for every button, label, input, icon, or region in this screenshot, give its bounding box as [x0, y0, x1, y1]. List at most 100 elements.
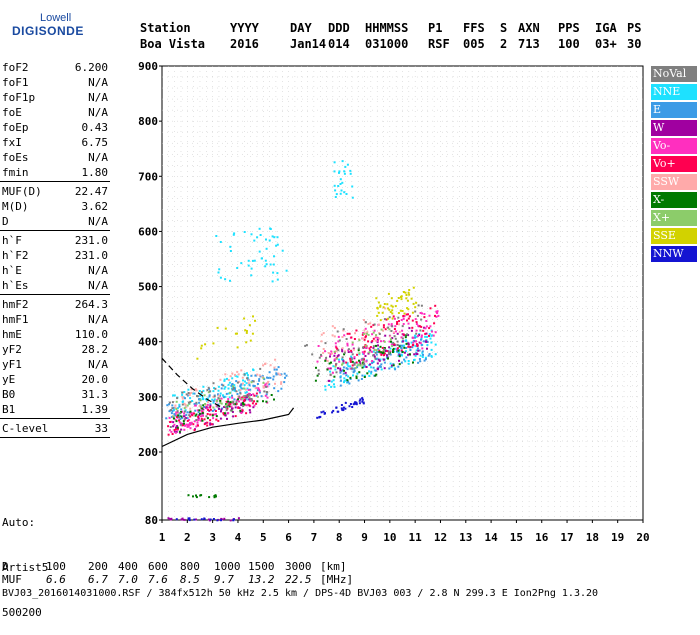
- data-point: [166, 404, 169, 407]
- data-point: [205, 398, 207, 401]
- data-point: [251, 399, 254, 402]
- data-point: [394, 337, 397, 340]
- data-point: [414, 334, 416, 337]
- data-point: [355, 403, 358, 406]
- data-point: [170, 420, 173, 423]
- data-point: [411, 346, 414, 349]
- param-name: hmF2: [2, 298, 29, 311]
- data-point: [229, 245, 232, 248]
- data-point: [168, 410, 171, 413]
- data-point: [353, 367, 356, 370]
- data-point: [380, 351, 383, 354]
- data-point: [389, 335, 392, 338]
- data-point: [273, 255, 275, 258]
- data-point: [402, 317, 405, 320]
- data-point: [357, 349, 360, 352]
- data-point: [343, 172, 346, 175]
- data-point: [342, 328, 345, 331]
- data-point: [168, 429, 171, 432]
- data-point: [419, 312, 422, 314]
- data-point: [428, 353, 431, 356]
- data-point: [340, 404, 343, 406]
- data-point: [320, 340, 323, 343]
- data-point: [248, 384, 251, 387]
- data-point: [356, 372, 359, 375]
- data-point: [344, 407, 347, 410]
- data-point: [407, 317, 410, 320]
- data-point: [389, 350, 392, 353]
- data-point: [196, 395, 199, 398]
- data-point: [165, 417, 168, 420]
- data-point: [370, 350, 373, 353]
- legend-item-e: E: [651, 102, 697, 118]
- data-point: [265, 391, 268, 393]
- data-point: [332, 379, 335, 382]
- data-point: [344, 350, 346, 353]
- data-point: [368, 351, 371, 354]
- data-point: [284, 376, 286, 379]
- data-point: [377, 347, 380, 350]
- legend-item-x-: X-: [651, 192, 697, 208]
- param-name: hmE: [2, 328, 22, 341]
- data-point: [193, 392, 196, 395]
- param-name: foF1: [2, 76, 29, 89]
- data-point: [248, 404, 251, 407]
- data-point: [214, 410, 217, 412]
- param-value: 231.0: [74, 249, 108, 262]
- bottom-cell: 3000: [285, 560, 312, 573]
- data-point: [265, 385, 268, 388]
- data-point: [183, 407, 186, 410]
- x-tick-label: 11: [409, 531, 423, 544]
- data-point: [383, 358, 385, 361]
- data-point: [314, 379, 317, 382]
- data-point: [401, 354, 403, 357]
- data-point: [195, 496, 198, 499]
- data-point: [275, 372, 278, 375]
- data-point: [193, 518, 196, 521]
- data-point: [247, 259, 250, 262]
- data-point: [349, 376, 352, 379]
- data-point: [269, 376, 272, 379]
- data-point: [190, 421, 193, 424]
- data-point: [185, 413, 188, 416]
- footer-info: BVJ03_2016014031000.RSF / 384fx512h 50 k…: [2, 588, 599, 599]
- param-row: foE N/A: [2, 105, 108, 120]
- data-point: [351, 360, 354, 363]
- data-point: [181, 391, 184, 394]
- data-point: [239, 392, 242, 395]
- data-point: [352, 347, 355, 350]
- data-point: [417, 324, 420, 327]
- data-point: [170, 517, 173, 520]
- data-point: [217, 271, 220, 274]
- data-point: [341, 358, 343, 361]
- data-point: [198, 401, 201, 404]
- data-point: [216, 519, 219, 522]
- data-point: [388, 316, 391, 319]
- param-name: MUF(D): [2, 185, 42, 198]
- param-value: N/A: [88, 264, 108, 277]
- data-point: [249, 339, 252, 342]
- data-point: [400, 298, 403, 301]
- data-point: [233, 232, 236, 235]
- header-row2-cell-1: 2016: [230, 37, 259, 51]
- data-point: [345, 367, 348, 370]
- data-point: [171, 433, 174, 435]
- data-point: [429, 337, 432, 340]
- data-point: [376, 362, 379, 365]
- data-point: [387, 357, 389, 360]
- x-tick-label: 2: [184, 531, 191, 544]
- data-point: [333, 359, 336, 362]
- param-row: fxI 6.75: [2, 135, 108, 150]
- data-point: [200, 347, 203, 350]
- data-point: [237, 406, 240, 409]
- data-point: [253, 259, 256, 262]
- data-point: [407, 308, 410, 311]
- data-point: [226, 377, 228, 380]
- data-point: [236, 370, 239, 373]
- data-point: [254, 319, 256, 322]
- data-point: [171, 410, 174, 413]
- data-point: [324, 385, 327, 388]
- data-point: [178, 419, 180, 422]
- data-point: [241, 387, 244, 390]
- data-point: [365, 335, 367, 338]
